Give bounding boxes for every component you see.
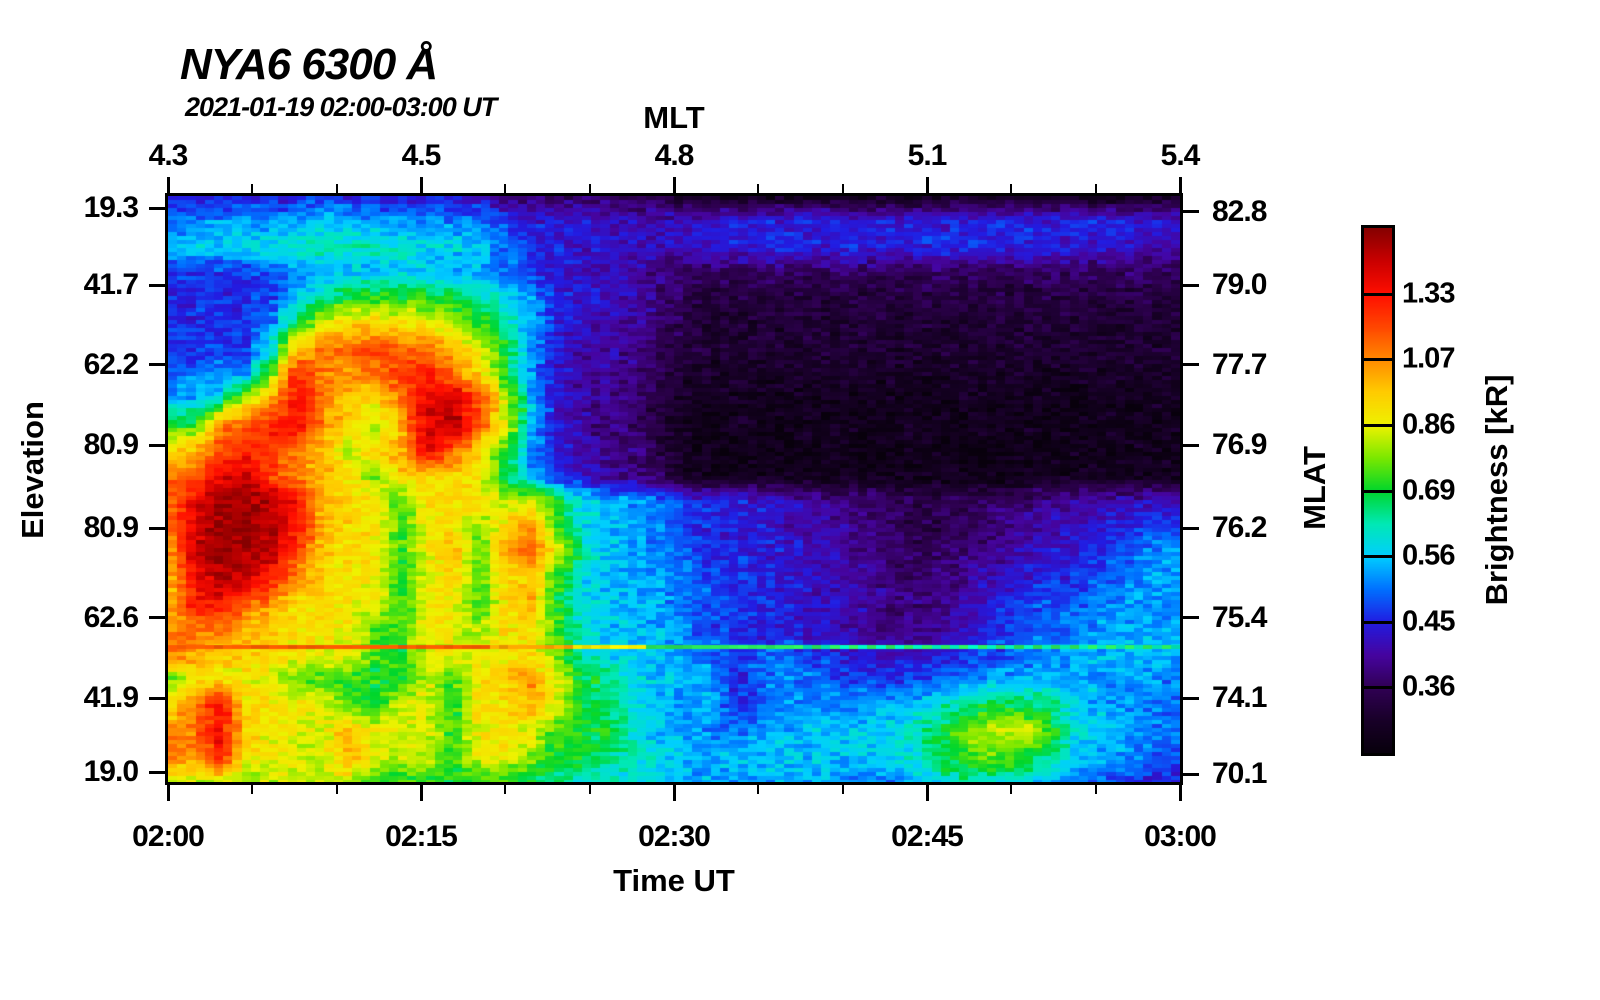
colorbar-tick-label: 0.86 [1402, 408, 1455, 441]
tick-mark [757, 184, 760, 193]
top-tick-label: 4.8 [654, 139, 695, 172]
right-tick-label: 76.9 [1212, 428, 1267, 462]
right-axis-title: MLAT [1297, 446, 1332, 530]
tick-mark [149, 770, 165, 774]
plot-frame [165, 193, 1183, 785]
tick-mark [588, 184, 591, 193]
top-tick-label: 5.1 [907, 139, 948, 172]
right-tick-label: 79.0 [1212, 268, 1267, 302]
tick-mark [1183, 696, 1199, 700]
colorbar-tick-mark [1364, 686, 1392, 689]
tick-mark [588, 785, 591, 794]
tick-mark [925, 785, 929, 801]
right-tick-label: 77.7 [1212, 347, 1267, 381]
tick-mark [1183, 363, 1199, 367]
tick-mark [1094, 785, 1097, 794]
tick-mark [149, 363, 165, 367]
tick-mark [1183, 526, 1199, 530]
tick-mark [672, 785, 676, 801]
tick-mark [149, 526, 165, 530]
tick-mark [419, 177, 423, 193]
tick-mark [1183, 210, 1199, 214]
tick-mark [335, 785, 338, 794]
tick-mark [149, 283, 165, 287]
figure-subtitle: 2021-01-19 02:00-03:00 UT [185, 92, 497, 122]
colorbar-tick-label: 0.45 [1402, 605, 1455, 638]
colorbar-tick-label: 1.33 [1402, 277, 1455, 310]
colorbar-tick-label: 1.07 [1402, 342, 1455, 375]
tick-mark [419, 785, 423, 801]
left-tick-label: 62.2 [83, 347, 139, 381]
tick-mark [1183, 443, 1199, 447]
colorbar-title: Brightness [kR] [1479, 374, 1514, 606]
bottom-axis-title: Time UT [613, 863, 735, 898]
colorbar-tick-mark [1364, 555, 1392, 558]
colorbar-tick-mark [1364, 621, 1392, 624]
tick-mark [166, 177, 170, 193]
tick-mark [1010, 184, 1013, 193]
tick-mark [672, 177, 676, 193]
tick-mark [841, 184, 844, 193]
left-tick-label: 41.7 [83, 268, 139, 302]
left-tick-label: 62.6 [83, 600, 139, 634]
right-tick-label: 75.4 [1212, 600, 1267, 634]
tick-mark [1183, 772, 1199, 776]
bottom-tick-label: 03:00 [1144, 820, 1217, 853]
tick-mark [149, 616, 165, 620]
tick-mark [1010, 785, 1013, 794]
bottom-tick-label: 02:00 [132, 820, 205, 853]
tick-mark [1178, 785, 1182, 801]
bottom-tick-label: 02:45 [891, 820, 964, 853]
right-tick-label: 76.2 [1212, 511, 1267, 545]
tick-mark [1178, 177, 1182, 193]
tick-mark [1183, 616, 1199, 620]
tick-mark [149, 443, 165, 447]
tick-mark [251, 184, 254, 193]
left-tick-label: 80.9 [83, 511, 139, 545]
left-axis-title: Elevation [15, 401, 50, 539]
tick-mark [841, 785, 844, 794]
colorbar-tick-label: 0.36 [1402, 670, 1455, 703]
tick-mark [149, 206, 165, 210]
tick-mark [1183, 283, 1199, 287]
bottom-tick-label: 02:30 [638, 820, 711, 853]
top-tick-label: 4.3 [148, 139, 189, 172]
top-tick-label: 4.5 [401, 139, 442, 172]
colorbar-tick-mark [1364, 490, 1392, 493]
left-tick-label: 19.3 [83, 191, 139, 224]
tick-mark [925, 177, 929, 193]
top-tick-label: 5.4 [1160, 139, 1201, 172]
right-tick-label: 70.1 [1212, 757, 1267, 791]
colorbar-tick-mark [1364, 293, 1392, 296]
tick-mark [251, 785, 254, 794]
tick-mark [166, 785, 170, 801]
tick-mark [757, 785, 760, 794]
colorbar-tick-mark [1364, 358, 1392, 361]
bottom-tick-label: 02:15 [385, 820, 458, 853]
top-axis-title: MLT [643, 100, 705, 135]
tick-mark [504, 785, 507, 794]
colorbar-tick-label: 0.56 [1402, 539, 1455, 572]
tick-mark [149, 696, 165, 700]
right-tick-label: 74.1 [1212, 681, 1267, 715]
right-tick-label: 82.8 [1212, 194, 1267, 228]
colorbar-tick-label: 0.69 [1402, 474, 1455, 506]
left-tick-label: 41.9 [83, 681, 139, 715]
heatmap-canvas [168, 196, 1180, 782]
colorbar [1361, 225, 1395, 756]
left-tick-label: 19.0 [83, 755, 139, 789]
tick-mark [335, 184, 338, 193]
colorbar-tick-mark [1364, 424, 1392, 427]
figure-title: NYA6 6300 Å [180, 40, 438, 89]
left-tick-label: 80.9 [83, 428, 139, 462]
tick-mark [1094, 184, 1097, 193]
tick-mark [504, 184, 507, 193]
